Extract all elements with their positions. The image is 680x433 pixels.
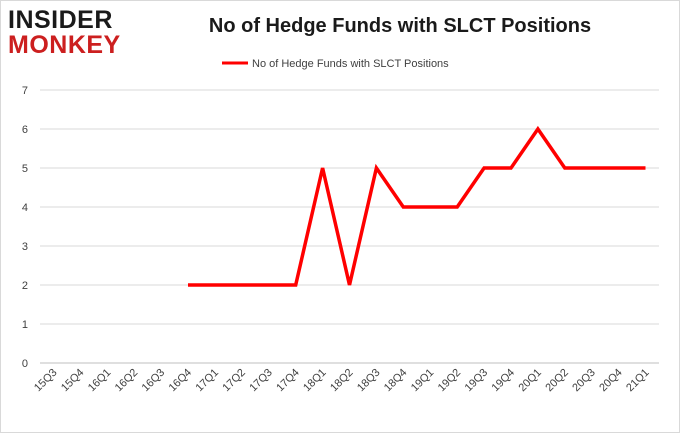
x-tick-label: 20Q3: [570, 367, 598, 395]
y-tick-label: 6: [22, 124, 28, 136]
x-tick-label: 17Q4: [274, 367, 302, 395]
y-tick-label: 7: [22, 85, 28, 97]
y-tick-label: 2: [22, 280, 28, 292]
x-tick-label: 17Q1: [194, 367, 222, 395]
x-tick-label: 19Q1: [409, 367, 437, 395]
legend: No of Hedge Funds with SLCT Positions: [222, 58, 449, 70]
y-tick-label: 3: [22, 241, 28, 253]
x-tick-label: 15Q4: [59, 367, 87, 395]
x-tick-label: 18Q1: [301, 367, 329, 395]
x-tick-label: 17Q3: [247, 367, 275, 395]
x-tick-label: 19Q3: [463, 367, 491, 395]
x-axis-ticks: 15Q3 15Q4 16Q1 16Q2 16Q3 16Q4 17Q1 17Q2 17Q3 17Q4…: [32, 367, 652, 395]
gridlines: [40, 89, 659, 325]
x-tick-label: 16Q2: [113, 367, 141, 395]
x-tick-label: 19Q2: [436, 367, 464, 395]
x-tick-label: 20Q4: [597, 367, 625, 395]
chart-title: No of Hedge Funds with SLCT Positions: [208, 15, 592, 37]
y-tick-label: 1: [22, 319, 28, 331]
x-tick-label: 21Q1: [624, 367, 652, 395]
series-line-0: [188, 125, 646, 287]
x-tick-label: 16Q3: [140, 367, 168, 395]
x-tick-label: 15Q3: [32, 367, 60, 395]
series-layer: [188, 125, 646, 287]
x-tick-label: 17Q2: [220, 367, 248, 395]
x-tick-label: 19Q4: [490, 367, 518, 395]
x-tick-label: 16Q1: [86, 367, 114, 395]
y-tick-label: 5: [22, 163, 28, 175]
x-tick-label: 20Q2: [543, 367, 571, 395]
x-tick-label: 18Q4: [382, 367, 410, 395]
logo-line-monkey: MONKEY: [8, 31, 121, 59]
x-tick-label: 16Q4: [167, 367, 195, 395]
insider-monkey-logo: INSIDER MONKEY: [8, 8, 130, 58]
y-axis-ticks: 0 1 2 3 4 5 6 7: [22, 85, 28, 370]
y-tick-label: 4: [22, 202, 28, 214]
x-tick-label: 18Q2: [328, 367, 356, 395]
x-tick-label: 20Q1: [516, 367, 544, 395]
x-tick-label: 18Q3: [355, 367, 383, 395]
y-tick-label: 0: [22, 358, 28, 370]
logo-line-insider: INSIDER: [8, 6, 113, 34]
legend-label: No of Hedge Funds with SLCT Positions: [252, 58, 449, 70]
